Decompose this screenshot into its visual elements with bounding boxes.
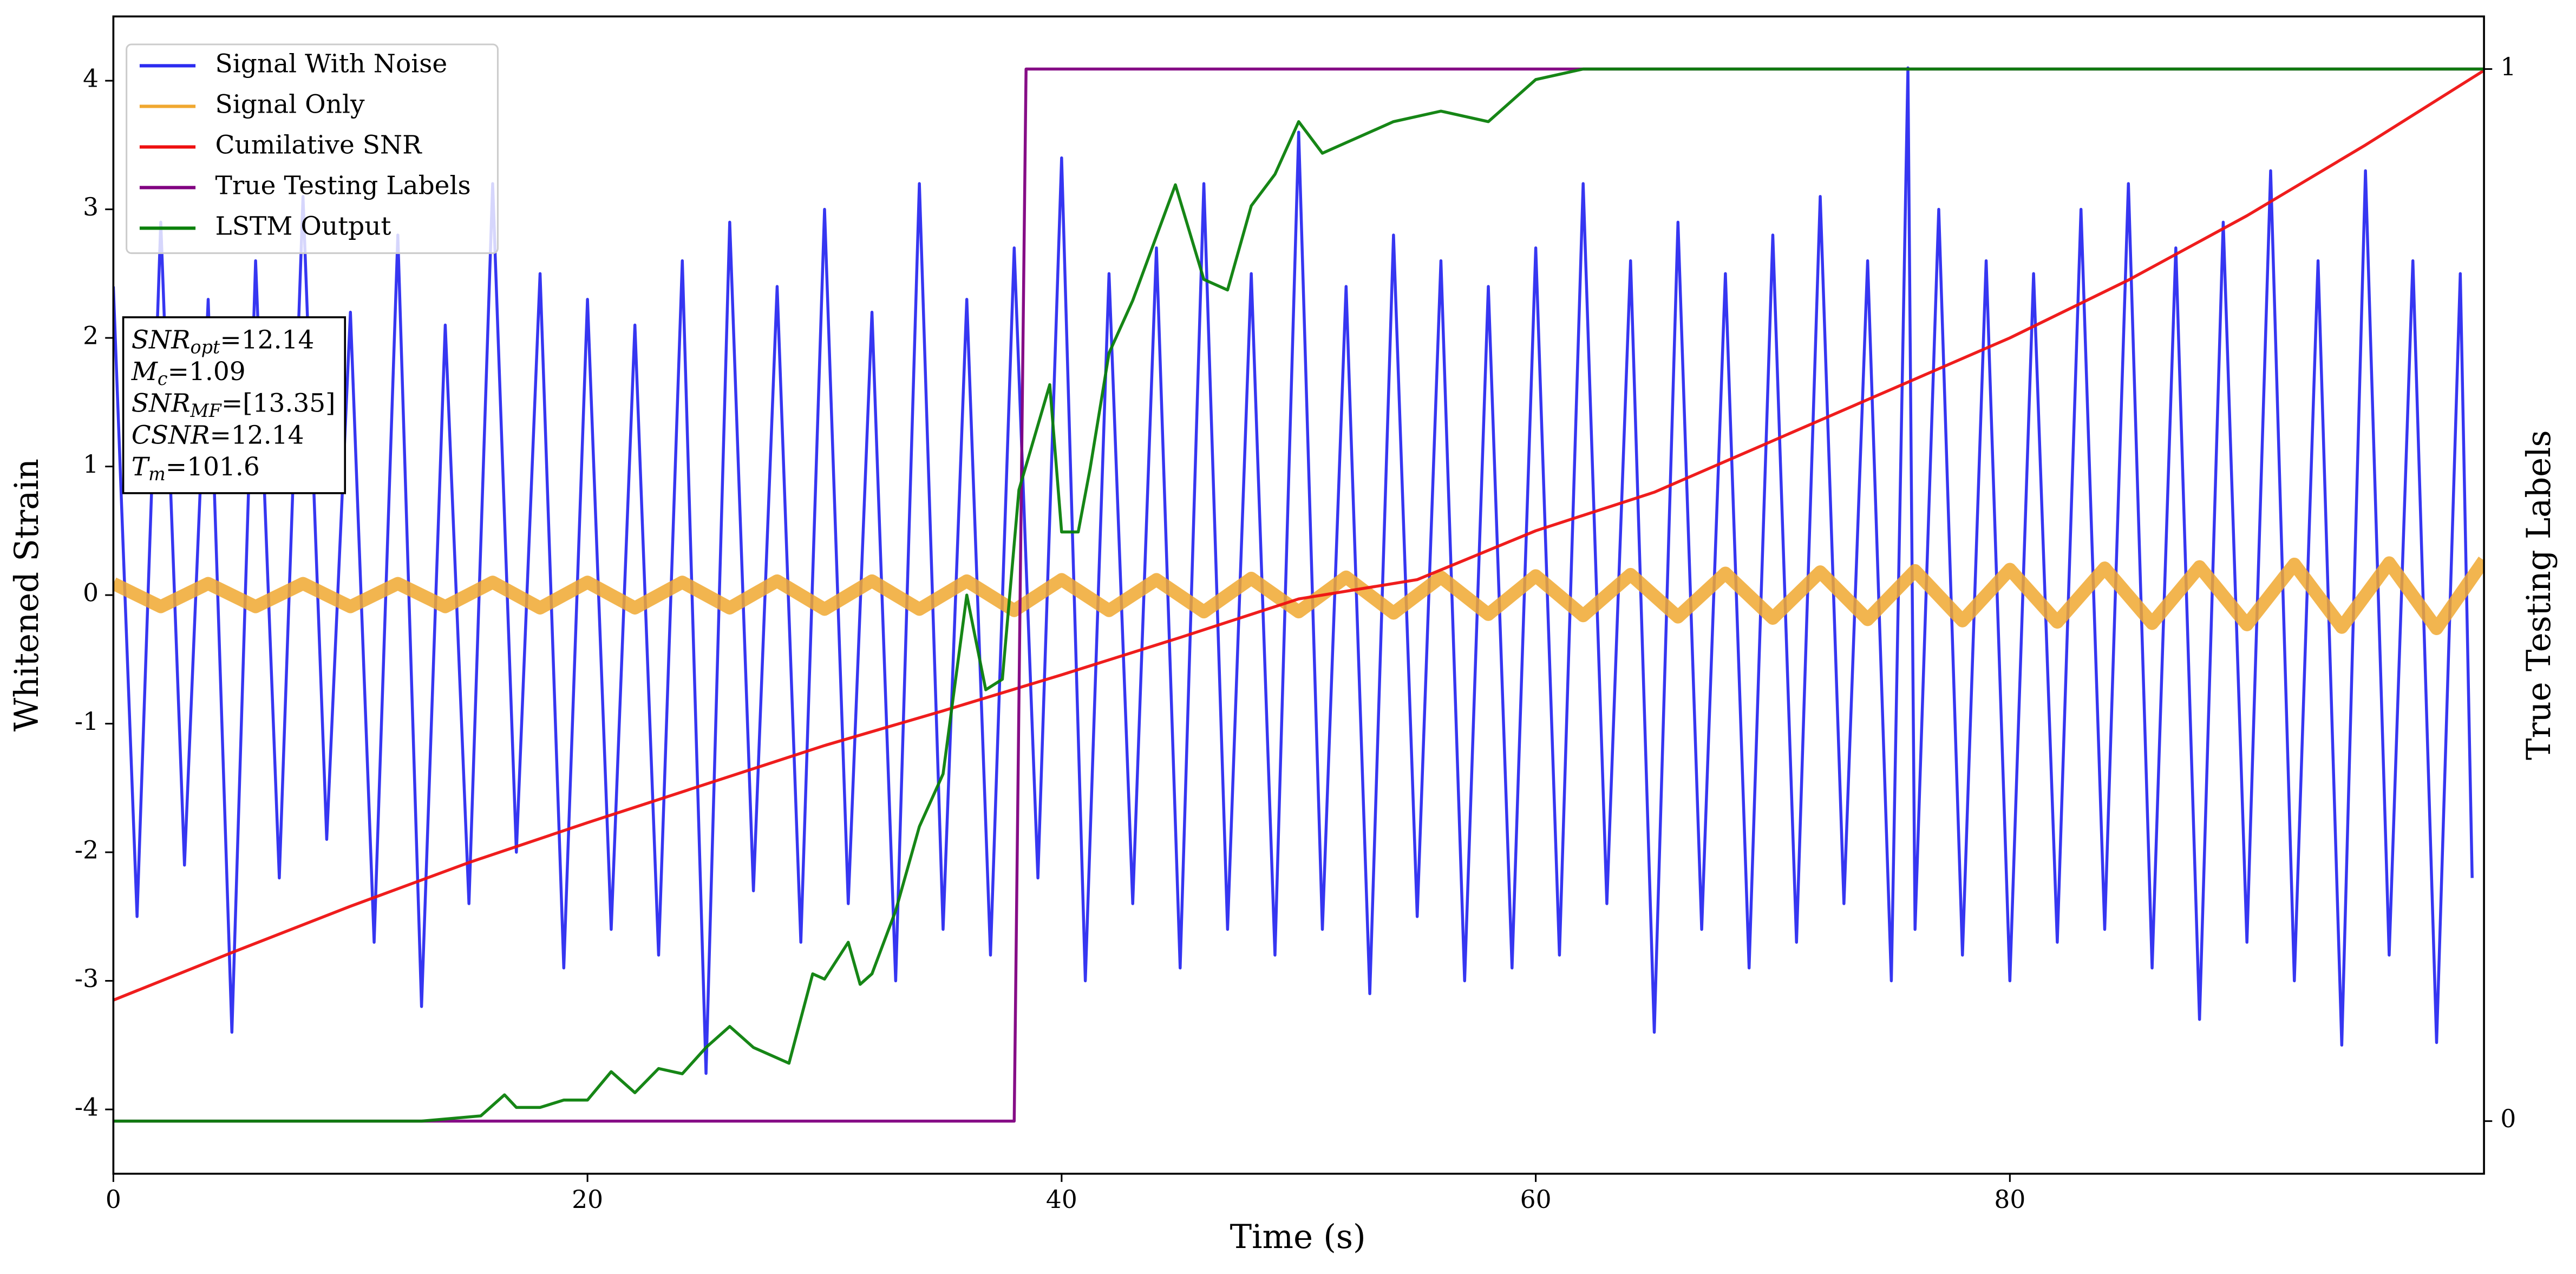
annotation-rest: =[13.35]: [221, 389, 336, 419]
legend-box: [126, 43, 499, 254]
annotation-box: [122, 316, 346, 494]
x-tick-label: 40: [1046, 1185, 1077, 1214]
y2-axis-label: True Testing Labels: [2520, 430, 2558, 760]
series-line: [113, 66, 2474, 1075]
legend-label: Cumilative SNR: [215, 130, 423, 160]
y2-tick-label: 0: [2500, 1105, 2516, 1133]
legend-label: Signal Only: [215, 89, 365, 119]
annotation-sub: m: [148, 463, 166, 485]
annotation-rest: =12.14: [220, 325, 314, 355]
y-tick-label: 3: [83, 193, 99, 221]
y-tick-label: -3: [75, 964, 99, 993]
annotation-text: Mc=1.09: [131, 357, 246, 389]
plot-frame: [112, 15, 2485, 1175]
annotation-sub: MF: [190, 400, 223, 421]
annotation-rest: =101.6: [166, 452, 260, 482]
legend-label: LSTM Output: [215, 211, 391, 241]
annotation-main: T: [132, 452, 151, 482]
annotation-main: SNR: [132, 389, 191, 419]
annotation-text: Tm=101.6: [132, 452, 260, 485]
y-tick-label: 0: [83, 579, 99, 607]
legend-label: True Testing Labels: [215, 171, 471, 200]
legend: Signal With Noise Signal Only Cumilative S…: [126, 43, 499, 254]
y-tick-label: -1: [75, 707, 99, 736]
annotation-sub: c: [158, 368, 168, 389]
series-line: [113, 67, 2485, 1123]
x-tick-label: 0: [106, 1185, 121, 1214]
y-tick-label: 4: [83, 64, 99, 93]
x-tick-label: 20: [572, 1185, 603, 1214]
x-tick-label: 60: [1520, 1185, 1552, 1214]
annotation-main: SNR: [132, 325, 191, 355]
annotation-text: SNRopt=12.14: [132, 325, 315, 358]
y-tick-label: -4: [75, 1093, 99, 1122]
y-tick-label: 1: [83, 450, 99, 479]
y-tick-label: -2: [75, 836, 99, 865]
annotation-rest: =12.14: [210, 420, 304, 450]
legend-label: Signal With Noise: [215, 49, 448, 79]
y-axis-label: Whitened Strain: [8, 459, 46, 731]
series-line: [113, 556, 2485, 635]
annotation-main: CSNR: [132, 420, 210, 450]
annotation-text: SNRMF=[13.35]: [132, 389, 336, 421]
y2-tick-label: 1: [2500, 53, 2516, 81]
x-axis-label: Time (s): [1230, 1218, 1366, 1256]
annotation-sub: opt: [191, 337, 220, 358]
annotation-text: CSNR=12.14: [132, 420, 304, 450]
x-tick-label: 80: [1994, 1185, 2025, 1214]
plot: [113, 66, 2485, 1123]
series-line: [113, 69, 2485, 1002]
annotation-main: M: [131, 357, 159, 387]
y-tick-label: 2: [83, 322, 99, 350]
annotation-rest: =1.09: [168, 357, 246, 387]
annotation: SNRopt=12.14Mc=1.09SNRMF=[13.35]CSNR=12.…: [122, 316, 346, 494]
